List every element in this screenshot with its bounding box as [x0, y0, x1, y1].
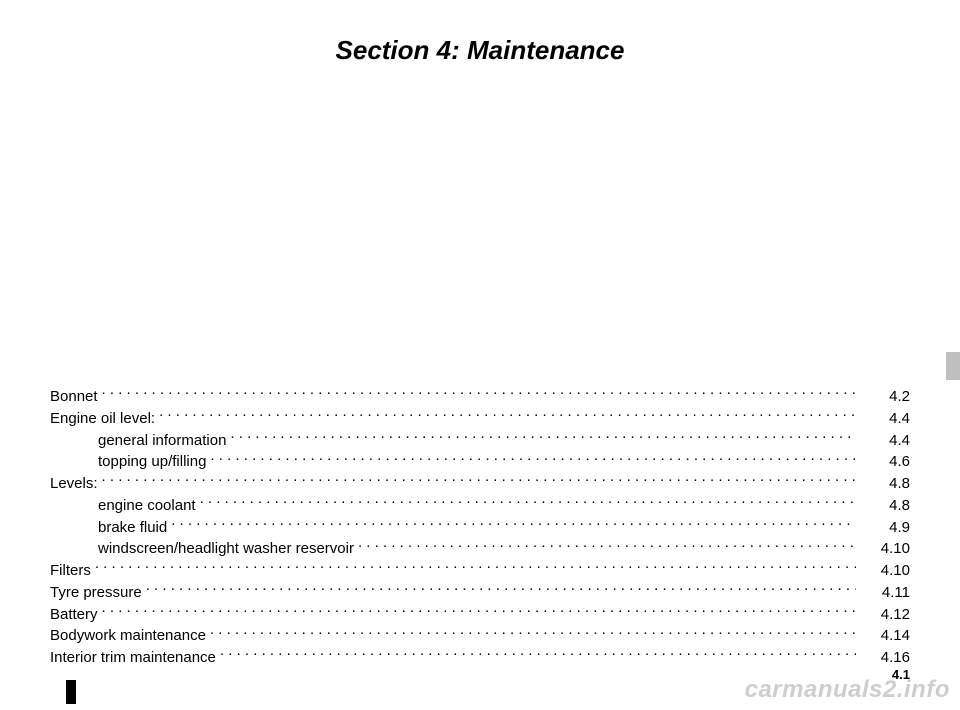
watermark-text: carmanuals2.info — [745, 676, 950, 704]
toc-label: engine coolant — [50, 495, 196, 517]
document-page: Section 4: Maintenance Bonnet4.2Engine o… — [0, 0, 960, 710]
toc-row: Interior trim maintenance 4.16 — [50, 647, 910, 669]
toc-row: Filters 4.10 — [50, 560, 910, 582]
toc-label: general information — [50, 430, 226, 452]
toc-page-number: 4.9 — [860, 517, 910, 539]
toc-label: topping up/filling — [50, 451, 206, 473]
toc-page-number: 4.10 — [860, 560, 910, 582]
toc-label: Tyre pressure — [50, 582, 142, 604]
toc-leader-dots — [220, 647, 856, 662]
toc-row: Levels: 4.8 — [50, 473, 910, 495]
toc-label: Filters — [50, 560, 91, 582]
toc-label: Interior trim maintenance — [50, 647, 216, 669]
toc-label: Bonnet — [50, 386, 98, 408]
section-title: Section 4: Maintenance — [50, 35, 910, 66]
toc-page-number: 4.4 — [860, 430, 910, 452]
toc-page-number: 4.12 — [860, 604, 910, 626]
toc-page-number: 4.14 — [860, 625, 910, 647]
toc-label: windscreen/headlight washer reservoir — [50, 538, 354, 560]
side-tab-marker — [946, 352, 960, 380]
toc-row: windscreen/headlight washer reservoir 4.1… — [50, 538, 910, 560]
toc-row: Tyre pressure 4.11 — [50, 582, 910, 604]
toc-page-number: 4.4 — [860, 408, 910, 430]
toc-row: general information 4.4 — [50, 430, 910, 452]
toc-leader-dots — [358, 538, 856, 553]
toc-row: brake fluid 4.9 — [50, 517, 910, 539]
toc-page-number: 4.8 — [860, 495, 910, 517]
toc-row: Engine oil level: 4.4 — [50, 408, 910, 430]
toc-label: Bodywork maintenance — [50, 625, 206, 647]
toc-row: Bodywork maintenance 4.14 — [50, 625, 910, 647]
toc-leader-dots — [146, 582, 856, 597]
toc-page-number: 4.6 — [860, 451, 910, 473]
toc-leader-dots — [102, 386, 856, 401]
toc-row: Battery 4.12 — [50, 604, 910, 626]
toc-leader-dots — [200, 495, 856, 510]
toc-label: Levels: — [50, 473, 98, 495]
toc-label: Engine oil level: — [50, 408, 155, 430]
toc-leader-dots — [210, 451, 856, 466]
toc-row: topping up/filling 4.6 — [50, 451, 910, 473]
toc-row: engine coolant 4.8 — [50, 495, 910, 517]
toc-page-number: 4.16 — [860, 647, 910, 669]
toc-row: Bonnet 4.2 — [50, 386, 910, 408]
toc-page-number: 4.11 — [860, 582, 910, 604]
toc-leader-dots — [102, 604, 856, 619]
toc-label: Battery — [50, 604, 98, 626]
toc-page-number: 4.8 — [860, 473, 910, 495]
toc-label: brake fluid — [50, 517, 167, 539]
toc-leader-dots — [102, 473, 856, 488]
crop-mark — [66, 680, 76, 704]
toc-leader-dots — [230, 430, 856, 445]
table-of-contents: Bonnet4.2Engine oil level:4.4general inf… — [50, 386, 910, 669]
toc-leader-dots — [159, 408, 856, 423]
toc-leader-dots — [210, 625, 856, 640]
toc-leader-dots — [171, 517, 856, 532]
toc-page-number: 4.2 — [860, 386, 910, 408]
toc-leader-dots — [95, 560, 856, 575]
toc-page-number: 4.10 — [860, 538, 910, 560]
